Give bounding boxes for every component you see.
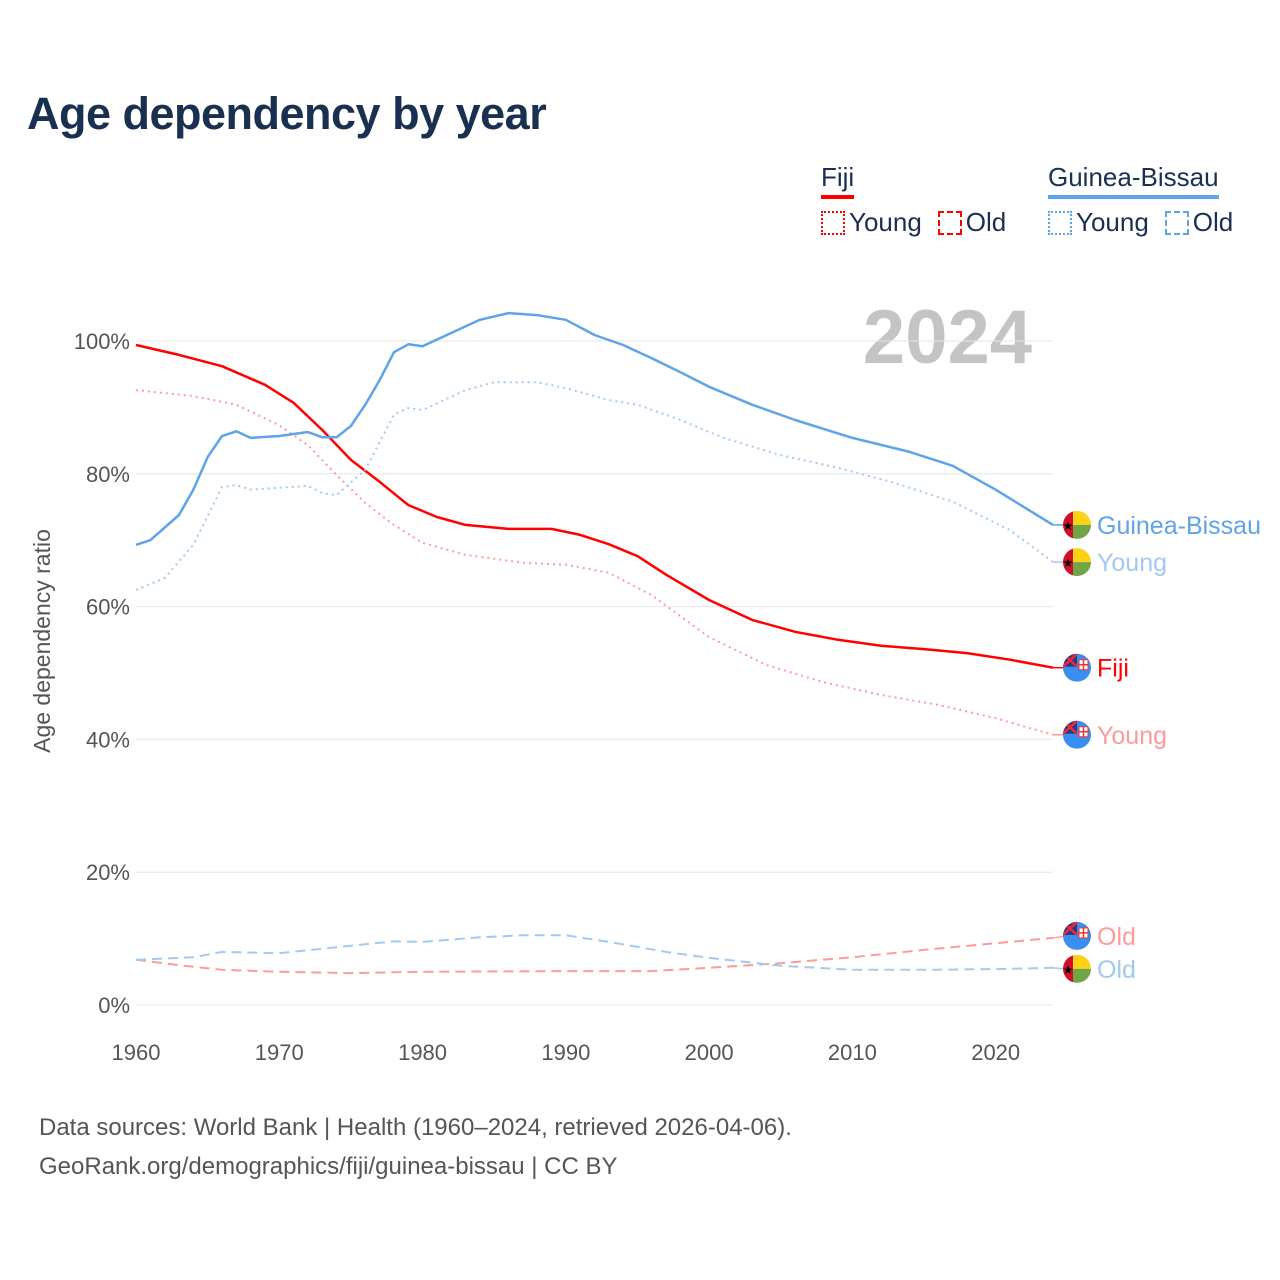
legend-label: Old [1192, 207, 1234, 237]
series-end-label: Guinea-Bissau [1097, 512, 1261, 540]
x-tick-label: 1980 [398, 1040, 447, 1065]
footer: Data sources: World Bank | Health (1960–… [39, 1108, 792, 1186]
series-line-fiji [135, 343, 1054, 669]
y-tick-label: 80% [86, 462, 130, 487]
svg-text:★: ★ [1063, 963, 1074, 977]
data-source-text: Data sources: World Bank | Health (1960–… [39, 1114, 792, 1141]
series-end-label: Old [1097, 956, 1136, 984]
legend-guinea-bissau: Guinea-Bissau Young Old [1048, 162, 1233, 238]
legend-label: Old [965, 207, 1007, 237]
legend-label: Young [1076, 207, 1149, 237]
series-end-label: Young [1097, 549, 1167, 577]
attribution-link[interactable]: GeoRank.org/demographics/fiji/guinea-bis… [39, 1153, 618, 1180]
y-tick-label: 0% [98, 993, 130, 1018]
fiji-flag-icon [1063, 720, 1091, 749]
dotted-swatch-icon [1048, 210, 1072, 235]
y-tick-label: 100% [74, 329, 130, 354]
series-line-guinea-bissau [135, 311, 1054, 546]
year-watermark: 2024 [863, 295, 1032, 380]
series-end-label: Old [1097, 923, 1136, 951]
fiji-flag-icon [1063, 653, 1091, 682]
x-tick-label: 2020 [971, 1040, 1020, 1065]
x-tick-label: 1960 [112, 1040, 161, 1065]
x-tick-label: 1970 [255, 1040, 304, 1065]
legend-fiji-old[interactable]: Old [937, 207, 1007, 238]
guinea-bissau-flag-icon: ★ [1063, 548, 1091, 577]
legend-fiji: Fiji Young Old [821, 162, 1006, 238]
legend-fiji-title: Fiji [821, 162, 855, 199]
legend-gb-young[interactable]: Young [1048, 207, 1149, 238]
guinea-bissau-flag-icon: ★ [1063, 954, 1091, 983]
x-tick-label: 1990 [541, 1040, 590, 1065]
legend-gb-old[interactable]: Old [1164, 207, 1234, 238]
guinea-bissau-flag-icon: ★ [1063, 510, 1091, 539]
dashed-swatch-icon [1164, 210, 1189, 235]
series-end-label: Young [1097, 722, 1167, 750]
dashed-swatch-icon [937, 210, 962, 235]
chart-title: Age dependency by year [27, 88, 547, 139]
y-tick-label: 40% [86, 727, 130, 752]
legend-fiji-young[interactable]: Young [821, 207, 922, 238]
y-axis-label: Age dependency ratio [29, 529, 55, 753]
series-line-guinea-bissau-young [135, 381, 1054, 591]
series-line-fiji-young [135, 389, 1054, 736]
series-line-fiji-old [135, 936, 1054, 975]
svg-text:★: ★ [1063, 556, 1074, 570]
y-tick-label: 20% [86, 860, 130, 885]
x-tick-label: 2010 [828, 1040, 877, 1065]
y-tick-label: 60% [86, 595, 130, 620]
series-line-guinea-bissau-old [135, 934, 1054, 971]
legend-gb-title: Guinea-Bissau [1048, 162, 1219, 199]
svg-text:★: ★ [1063, 519, 1074, 533]
x-tick-label: 2000 [685, 1040, 734, 1065]
series-end-label: Fiji [1097, 655, 1129, 683]
fiji-flag-icon [1063, 921, 1091, 950]
legend-label: Young [849, 207, 922, 237]
dotted-swatch-icon [821, 210, 845, 235]
